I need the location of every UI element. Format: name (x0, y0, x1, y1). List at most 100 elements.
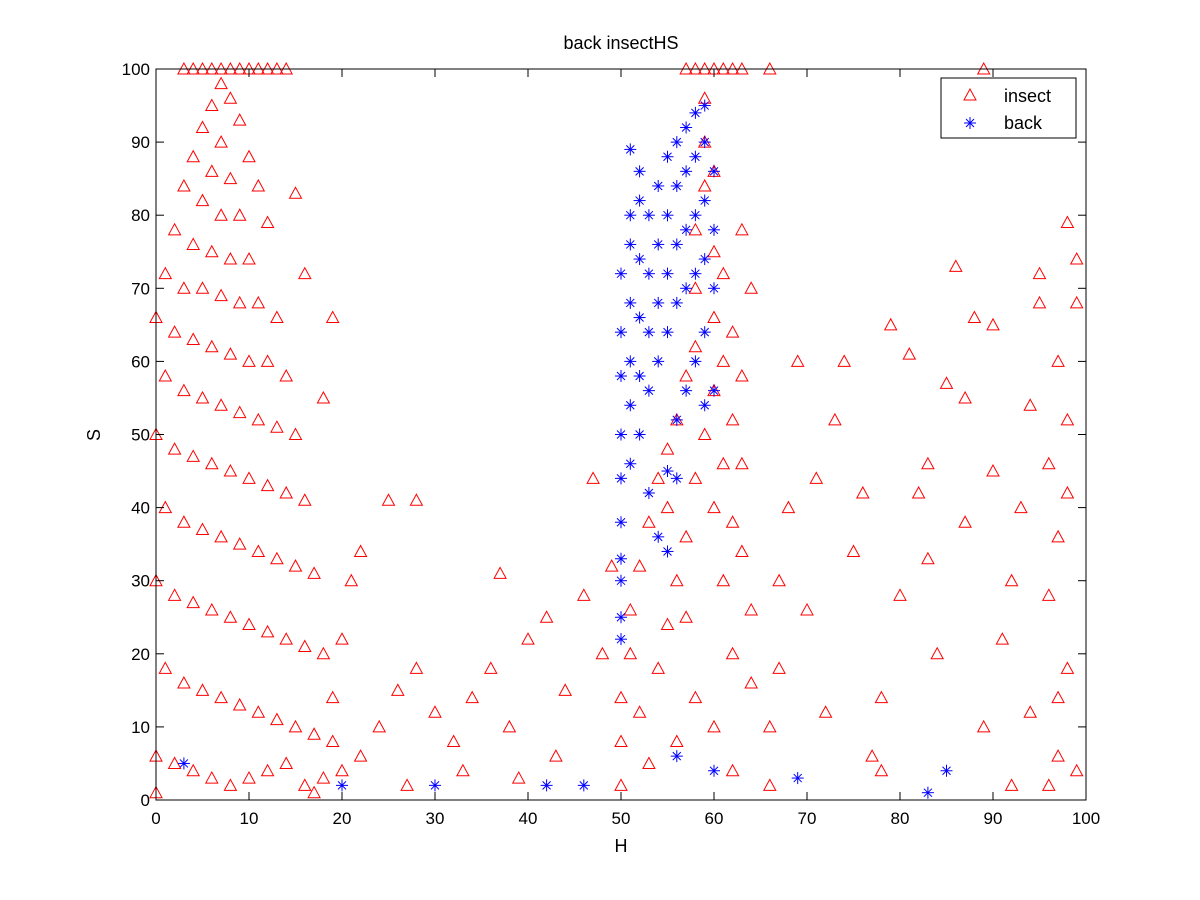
insect-point (735, 222, 749, 236)
insect-point (660, 500, 675, 514)
back-point (689, 106, 702, 119)
insect-point (214, 288, 228, 302)
back-point (708, 282, 720, 295)
insect-point (270, 712, 284, 726)
back-point (921, 786, 934, 799)
back-point (624, 209, 637, 222)
insect-point (688, 222, 703, 236)
insect-point (1014, 500, 1028, 514)
insect-point (893, 588, 907, 601)
insect-point (790, 354, 805, 367)
insect-point (158, 368, 173, 382)
insect-point (1032, 266, 1047, 280)
back-point (680, 223, 693, 236)
insect-point (651, 661, 666, 674)
back-point (642, 326, 655, 339)
back-point (633, 311, 646, 324)
insect-point (214, 208, 228, 221)
insect-point (214, 529, 228, 543)
insect-point (223, 91, 238, 104)
insect-point (177, 675, 191, 689)
insect-point (707, 244, 721, 258)
insect-point (279, 632, 294, 645)
insect-point (679, 368, 693, 382)
insect-point (177, 281, 191, 294)
insect-point (614, 690, 628, 704)
insect-point (483, 661, 498, 674)
insect-point (735, 368, 749, 382)
back-point (689, 150, 702, 163)
insect-point (242, 617, 256, 631)
back-point (698, 194, 711, 207)
insect-point (232, 113, 247, 126)
back-point (680, 282, 693, 295)
insect-point (1069, 763, 1084, 777)
insect-point (725, 325, 740, 338)
insect-point (232, 208, 247, 221)
insect-point (1023, 705, 1038, 718)
back-point (652, 238, 665, 251)
insect-point (586, 471, 600, 484)
x-axis: 0 10 20 30 40 50 60 70 80 90 100 (151, 69, 1100, 828)
x-tick-label: 20 (333, 809, 352, 828)
back-point (680, 121, 693, 134)
plot-points (149, 61, 1084, 799)
y-tick-label: 0 (141, 791, 150, 810)
insect-point (772, 661, 786, 674)
insect-point (1060, 661, 1075, 674)
back-point (708, 384, 720, 397)
back-point (642, 267, 655, 280)
insect-point (865, 749, 879, 762)
back-point (698, 136, 711, 149)
back-point (689, 355, 702, 368)
chart-title: back insectHS (563, 33, 678, 53)
insect-point (1041, 588, 1056, 601)
insect-point (558, 683, 573, 696)
insect-point (232, 405, 247, 419)
back-point (670, 136, 683, 149)
insect-point (204, 339, 219, 353)
back-point (615, 370, 627, 383)
insect-point (697, 178, 712, 192)
insect-point (232, 537, 247, 550)
back-point (680, 165, 693, 178)
insect-point (1060, 412, 1075, 426)
insect-point (167, 756, 182, 769)
insect-point (725, 515, 740, 528)
insect-point (232, 295, 247, 309)
insect-point (762, 778, 777, 791)
insect-point (232, 697, 247, 711)
legend: insect back (940, 77, 1077, 139)
insect-point (223, 347, 238, 360)
y-tick-label: 90 (131, 133, 150, 152)
insect-point (1041, 456, 1056, 470)
x-tick-label: 10 (240, 809, 259, 828)
insect-point (186, 595, 201, 609)
back-point (633, 428, 646, 441)
insect-point (288, 427, 303, 440)
insect-point (195, 193, 210, 207)
back-point (615, 552, 627, 565)
insect-point (623, 602, 638, 616)
insect-point (511, 771, 526, 784)
insect-point (549, 749, 563, 762)
insect-point (242, 354, 256, 367)
insect-point (325, 310, 340, 324)
insect-point (251, 544, 266, 557)
insect-point (204, 98, 219, 112)
insect-point (1069, 252, 1084, 265)
back-point (661, 150, 674, 163)
insect-point (642, 515, 656, 528)
insect-point (297, 266, 312, 280)
insect-point (177, 515, 191, 528)
back-point (633, 194, 646, 207)
legend-label-back: back (1004, 113, 1043, 133)
insect-point (1051, 529, 1065, 543)
back-point (698, 399, 711, 412)
back-point (652, 355, 665, 368)
x-tick-label: 100 (1072, 809, 1100, 828)
back-point (615, 516, 627, 529)
back-point (661, 209, 674, 222)
insect-point (288, 559, 303, 572)
